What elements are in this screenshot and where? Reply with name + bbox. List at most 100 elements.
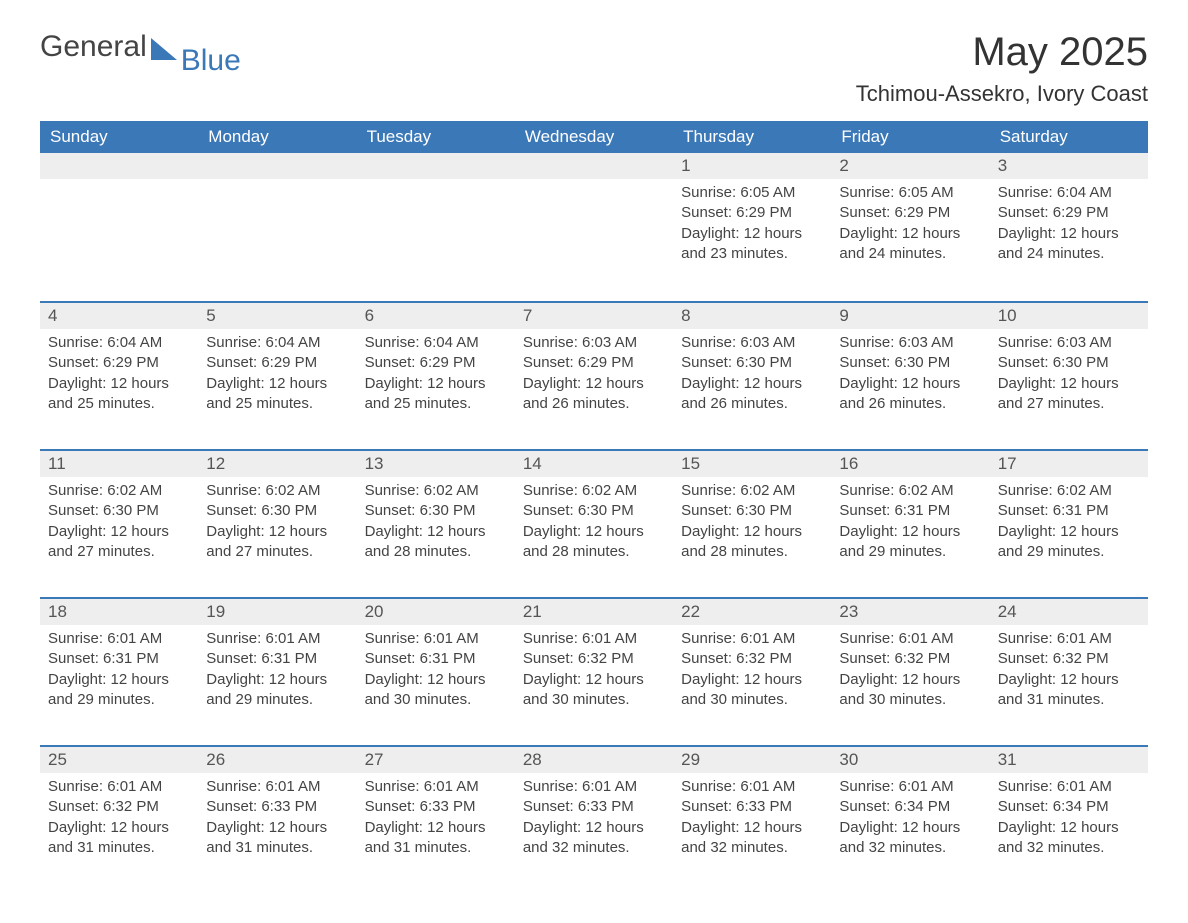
calendar-cell: 22Sunrise: 6:01 AMSunset: 6:32 PMDayligh… [673,597,831,745]
sunset-text: Sunset: 6:29 PM [681,203,823,223]
day-number: 2 [831,153,989,179]
day-data: Sunrise: 6:04 AMSunset: 6:29 PMDaylight:… [40,329,198,420]
sunrise-text: Sunrise: 6:03 AM [998,333,1140,353]
calendar-cell: 14Sunrise: 6:02 AMSunset: 6:30 PMDayligh… [515,449,673,597]
day-number: 19 [198,597,356,625]
calendar-cell: 21Sunrise: 6:01 AMSunset: 6:32 PMDayligh… [515,597,673,745]
day-number-empty [515,153,673,179]
sunrise-text: Sunrise: 6:01 AM [48,629,190,649]
calendar-cell: 27Sunrise: 6:01 AMSunset: 6:33 PMDayligh… [357,745,515,893]
sunset-text: Sunset: 6:31 PM [48,649,190,669]
sunrise-text: Sunrise: 6:05 AM [839,183,981,203]
day-number: 10 [990,301,1148,329]
day-number: 28 [515,745,673,773]
day-data: Sunrise: 6:03 AMSunset: 6:30 PMDaylight:… [990,329,1148,420]
sunset-text: Sunset: 6:32 PM [681,649,823,669]
calendar-cell [357,153,515,301]
daylight-text: Daylight: 12 hours and 29 minutes. [48,670,190,711]
calendar-table: Sunday Monday Tuesday Wednesday Thursday… [40,121,1148,893]
day-number: 17 [990,449,1148,477]
daylight-text: Daylight: 12 hours and 32 minutes. [998,818,1140,859]
day-data: Sunrise: 6:02 AMSunset: 6:30 PMDaylight:… [515,477,673,568]
day-data: Sunrise: 6:04 AMSunset: 6:29 PMDaylight:… [357,329,515,420]
sunset-text: Sunset: 6:30 PM [206,501,348,521]
day-data: Sunrise: 6:02 AMSunset: 6:30 PMDaylight:… [673,477,831,568]
day-data: Sunrise: 6:02 AMSunset: 6:31 PMDaylight:… [831,477,989,568]
calendar-body: 1Sunrise: 6:05 AMSunset: 6:29 PMDaylight… [40,153,1148,893]
day-number: 14 [515,449,673,477]
day-data: Sunrise: 6:04 AMSunset: 6:29 PMDaylight:… [990,179,1148,270]
calendar-week-row: 11Sunrise: 6:02 AMSunset: 6:30 PMDayligh… [40,449,1148,597]
sunset-text: Sunset: 6:31 PM [998,501,1140,521]
day-data: Sunrise: 6:02 AMSunset: 6:31 PMDaylight:… [990,477,1148,568]
sunset-text: Sunset: 6:32 PM [523,649,665,669]
calendar-cell: 8Sunrise: 6:03 AMSunset: 6:30 PMDaylight… [673,301,831,449]
day-number: 26 [198,745,356,773]
calendar-cell: 19Sunrise: 6:01 AMSunset: 6:31 PMDayligh… [198,597,356,745]
sunset-text: Sunset: 6:30 PM [998,353,1140,373]
sunrise-text: Sunrise: 6:02 AM [523,481,665,501]
daylight-text: Daylight: 12 hours and 28 minutes. [523,522,665,563]
day-number: 21 [515,597,673,625]
logo-triangle-icon [151,38,177,60]
sunset-text: Sunset: 6:29 PM [365,353,507,373]
day-data: Sunrise: 6:01 AMSunset: 6:32 PMDaylight:… [40,773,198,864]
day-number: 24 [990,597,1148,625]
daylight-text: Daylight: 12 hours and 30 minutes. [681,670,823,711]
daylight-text: Daylight: 12 hours and 26 minutes. [839,374,981,415]
day-number: 25 [40,745,198,773]
sunrise-text: Sunrise: 6:02 AM [998,481,1140,501]
sunrise-text: Sunrise: 6:01 AM [839,777,981,797]
calendar-cell: 1Sunrise: 6:05 AMSunset: 6:29 PMDaylight… [673,153,831,301]
sunrise-text: Sunrise: 6:02 AM [839,481,981,501]
daylight-text: Daylight: 12 hours and 28 minutes. [365,522,507,563]
day-number: 8 [673,301,831,329]
day-header: Thursday [673,121,831,153]
sunrise-text: Sunrise: 6:01 AM [839,629,981,649]
day-header: Friday [831,121,989,153]
day-data: Sunrise: 6:03 AMSunset: 6:30 PMDaylight:… [831,329,989,420]
day-number: 5 [198,301,356,329]
daylight-text: Daylight: 12 hours and 29 minutes. [998,522,1140,563]
daylight-text: Daylight: 12 hours and 31 minutes. [365,818,507,859]
sunset-text: Sunset: 6:32 PM [839,649,981,669]
day-header: Sunday [40,121,198,153]
calendar-week-row: 25Sunrise: 6:01 AMSunset: 6:32 PMDayligh… [40,745,1148,893]
day-data: Sunrise: 6:01 AMSunset: 6:32 PMDaylight:… [515,625,673,716]
daylight-text: Daylight: 12 hours and 24 minutes. [839,224,981,265]
sunset-text: Sunset: 6:30 PM [523,501,665,521]
day-number-empty [357,153,515,179]
daylight-text: Daylight: 12 hours and 27 minutes. [206,522,348,563]
sunrise-text: Sunrise: 6:01 AM [998,629,1140,649]
day-number: 6 [357,301,515,329]
calendar-cell: 5Sunrise: 6:04 AMSunset: 6:29 PMDaylight… [198,301,356,449]
day-data: Sunrise: 6:01 AMSunset: 6:33 PMDaylight:… [198,773,356,864]
calendar-week-row: 18Sunrise: 6:01 AMSunset: 6:31 PMDayligh… [40,597,1148,745]
calendar-cell: 20Sunrise: 6:01 AMSunset: 6:31 PMDayligh… [357,597,515,745]
sunrise-text: Sunrise: 6:02 AM [681,481,823,501]
sunrise-text: Sunrise: 6:04 AM [206,333,348,353]
day-number: 30 [831,745,989,773]
day-number: 3 [990,153,1148,179]
day-data: Sunrise: 6:01 AMSunset: 6:34 PMDaylight:… [990,773,1148,864]
sunrise-text: Sunrise: 6:01 AM [523,629,665,649]
day-number: 15 [673,449,831,477]
day-data: Sunrise: 6:01 AMSunset: 6:31 PMDaylight:… [198,625,356,716]
day-data: Sunrise: 6:01 AMSunset: 6:31 PMDaylight:… [357,625,515,716]
daylight-text: Daylight: 12 hours and 27 minutes. [998,374,1140,415]
sunset-text: Sunset: 6:34 PM [839,797,981,817]
calendar-cell [515,153,673,301]
calendar-week-row: 4Sunrise: 6:04 AMSunset: 6:29 PMDaylight… [40,301,1148,449]
calendar-cell [40,153,198,301]
calendar-cell: 7Sunrise: 6:03 AMSunset: 6:29 PMDaylight… [515,301,673,449]
day-data: Sunrise: 6:02 AMSunset: 6:30 PMDaylight:… [357,477,515,568]
sunrise-text: Sunrise: 6:02 AM [206,481,348,501]
day-data: Sunrise: 6:01 AMSunset: 6:32 PMDaylight:… [831,625,989,716]
daylight-text: Daylight: 12 hours and 28 minutes. [681,522,823,563]
calendar-week-row: 1Sunrise: 6:05 AMSunset: 6:29 PMDaylight… [40,153,1148,301]
sunrise-text: Sunrise: 6:01 AM [523,777,665,797]
daylight-text: Daylight: 12 hours and 31 minutes. [998,670,1140,711]
day-data: Sunrise: 6:05 AMSunset: 6:29 PMDaylight:… [673,179,831,270]
day-number: 4 [40,301,198,329]
sunset-text: Sunset: 6:33 PM [206,797,348,817]
